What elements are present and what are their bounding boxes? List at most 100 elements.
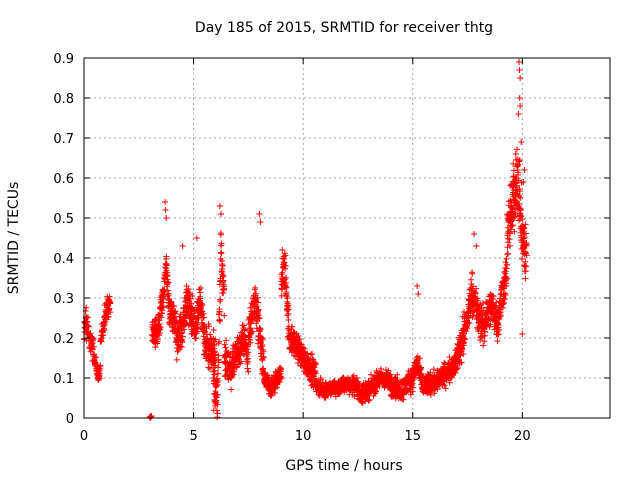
data-point <box>278 271 285 278</box>
data-point <box>513 146 520 153</box>
data-point <box>164 272 171 279</box>
data-point <box>85 323 92 330</box>
data-point <box>100 325 107 332</box>
data-point <box>217 211 224 217</box>
data-point <box>415 291 422 297</box>
data-point <box>179 339 186 346</box>
data-point <box>300 348 307 355</box>
data-point <box>469 270 476 277</box>
data-point <box>197 289 204 296</box>
data-point <box>157 324 164 331</box>
data-point <box>220 272 227 279</box>
data-point <box>503 255 510 262</box>
data-point <box>186 289 193 296</box>
data-point <box>282 279 289 286</box>
data-point <box>199 308 206 315</box>
data-point <box>165 279 172 286</box>
data-point <box>206 365 213 372</box>
data-point <box>254 299 261 306</box>
data-point <box>216 308 223 315</box>
data-point <box>163 260 170 267</box>
data-point <box>164 287 171 294</box>
data-point <box>165 290 172 297</box>
data-point <box>512 151 519 157</box>
data-point <box>181 326 188 333</box>
data-point <box>215 359 222 366</box>
y-tick-label: 0.3 <box>53 292 74 307</box>
data-point <box>278 375 285 382</box>
data-point <box>332 393 339 400</box>
data-point <box>505 250 512 257</box>
data-point <box>260 348 267 355</box>
data-point <box>188 300 195 307</box>
data-point <box>516 59 523 65</box>
data-point <box>210 345 217 352</box>
data-point <box>193 235 200 241</box>
x-tick-label: 10 <box>295 429 312 444</box>
data-point <box>518 139 525 145</box>
data-point <box>93 354 100 361</box>
x-tick-label: 15 <box>404 429 421 444</box>
data-point <box>285 306 292 313</box>
data-point <box>217 296 224 303</box>
data-point <box>170 303 177 310</box>
data-point <box>223 337 230 344</box>
data-point <box>215 377 222 384</box>
data-point <box>282 252 289 259</box>
data-point <box>213 407 220 414</box>
data-point <box>298 341 305 348</box>
x-tick-label: 20 <box>514 429 531 444</box>
y-tick-label: 0 <box>66 412 74 427</box>
data-point <box>217 230 224 237</box>
data-point <box>97 365 104 372</box>
data-point <box>178 336 185 343</box>
data-point <box>210 326 217 333</box>
data-point <box>237 352 244 359</box>
data-point <box>179 333 186 340</box>
data-point <box>179 243 186 249</box>
data-point <box>193 335 200 342</box>
data-point <box>281 259 288 266</box>
data-point <box>260 365 267 372</box>
data-point <box>256 315 263 322</box>
data-point <box>238 358 245 365</box>
data-point <box>104 314 111 321</box>
data-point <box>309 351 316 358</box>
data-point <box>211 342 218 349</box>
data-point <box>259 336 266 343</box>
y-tick-label: 0.8 <box>53 92 74 107</box>
data-point <box>282 262 289 269</box>
data-point <box>214 401 221 408</box>
data-point <box>200 314 207 321</box>
data-point <box>471 231 478 237</box>
data-point <box>521 167 528 173</box>
y-tick-label: 0.6 <box>53 172 74 187</box>
data-point <box>107 309 114 316</box>
y-tick-label: 0.9 <box>53 52 74 67</box>
data-point <box>168 299 175 306</box>
y-tick-label: 0.7 <box>53 132 74 147</box>
data-point <box>260 354 267 361</box>
data-point <box>212 351 219 358</box>
data-point <box>244 355 251 362</box>
data-point <box>354 378 361 385</box>
data-point <box>376 383 383 390</box>
y-tick-label: 0.1 <box>53 372 74 387</box>
data-point <box>249 328 256 335</box>
data-point <box>205 323 212 330</box>
data-point <box>100 332 107 339</box>
data-point <box>221 312 228 319</box>
data-point <box>522 275 529 282</box>
data-point <box>107 300 114 307</box>
data-point <box>257 326 264 333</box>
data-point <box>366 396 373 403</box>
data-point <box>172 308 179 315</box>
data-point <box>84 318 91 325</box>
data-point <box>368 371 375 378</box>
x-tick-label: 0 <box>80 429 88 444</box>
data-point <box>175 347 182 354</box>
data-point <box>278 366 285 373</box>
data-point <box>177 343 184 350</box>
data-point <box>162 207 169 213</box>
data-point <box>90 336 97 343</box>
